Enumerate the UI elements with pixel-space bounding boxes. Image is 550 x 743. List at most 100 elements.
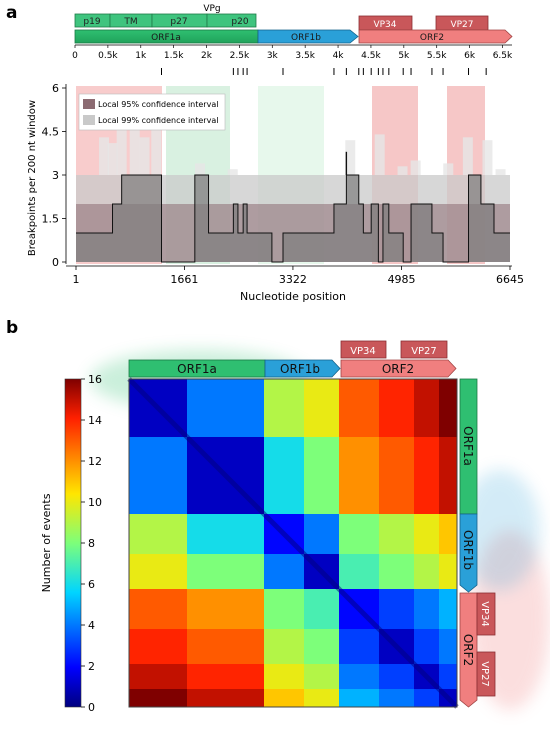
heatmap-cell [439, 589, 458, 630]
heatmap-cell [439, 664, 458, 690]
heatmap-cell [379, 664, 415, 690]
gray-spike [397, 166, 408, 175]
colorbar-label: Number of events [40, 493, 53, 592]
heatmap-cell [264, 664, 305, 690]
colorbar-tick-label: 14 [88, 414, 102, 427]
heatmap-cell [339, 554, 380, 590]
breakpoint-plot: 0 1.5 3 4.5 6 1 1661 3322 4985 6645 Nucleotide p… [27, 82, 524, 303]
glow-blue [460, 470, 540, 590]
heatmap-cell [129, 664, 188, 690]
heatmap-cell [129, 629, 188, 665]
hm-right-orf2-label: ORF2 [461, 634, 475, 666]
heatmap-cell [304, 664, 340, 690]
heatmap-cell [339, 514, 380, 555]
heatmap-cell [187, 554, 265, 590]
x-ticks: 1 1661 3322 4985 6645 [73, 266, 524, 286]
heatmap-cell [379, 379, 415, 438]
vp34-box-label: VP34 [373, 20, 396, 30]
y-tick-label: 4.5 [42, 126, 60, 139]
heatmap-cell [439, 554, 458, 590]
colorbar-tick-label: 12 [88, 455, 102, 468]
genome-scale-tick-label: 1.5k [164, 51, 184, 61]
heatmap-cell [414, 589, 440, 630]
y-ticks: 0 1.5 3 4.5 6 [42, 82, 66, 269]
vp27-box: VP27 [435, 15, 489, 31]
heatmap-cell [304, 629, 340, 665]
hm-top-orf1b-label: ORF1b [280, 362, 320, 376]
heatmap-matrix [127, 377, 459, 709]
heatmap-cell [129, 554, 188, 590]
y-tick-label: 6 [52, 82, 59, 95]
subprotein-p27-label: p27 [170, 17, 187, 27]
colorbar-ticks: 0 2 4 6 8 10 12 14 16 [81, 373, 102, 714]
heatmap-cell [439, 629, 458, 665]
heatmap-cell [439, 379, 458, 438]
genome-scale-tick-label: 2k [201, 51, 213, 61]
heatmap-cell [379, 589, 415, 630]
gray-spike [195, 163, 206, 175]
hm-top-vp27-label: VP27 [411, 346, 437, 357]
gray-spike [443, 163, 454, 175]
genome-scale-ticks: 0 0.5k 1k 1.5k 2k 2.5k 3k 3.5k 4k 4.5k 5k 5.5k 6k 6.5… [72, 45, 513, 61]
breakpoint-trace-fill [76, 175, 510, 262]
hm-right-orf1a: ORF1a [459, 378, 478, 515]
colorbar-tick-label: 16 [88, 373, 102, 386]
heatmap-cell [339, 629, 380, 665]
orf2-arrow-label: ORF2 [420, 33, 444, 43]
heatmap-cell [439, 437, 458, 515]
genome-scale-tick-label: 5k [398, 51, 410, 61]
colorbar-tick-label: 6 [88, 578, 95, 591]
vp34-box: VP34 [358, 15, 413, 31]
heatmap-cell [414, 379, 440, 438]
y-tick-label: 1.5 [42, 213, 60, 226]
genome-scale-tick-label: 6.5k [493, 51, 513, 61]
gray-spike [374, 134, 385, 175]
subprotein-p20-label: p20 [231, 17, 248, 27]
orf1a-arrow-label: ORF1a [151, 33, 181, 43]
gray-spike [99, 137, 110, 175]
hm-top-orf1a: ORF1a [128, 359, 266, 378]
y-axis-label: Breakpoints per 200 nt window [27, 100, 38, 256]
colorbar-tick-label: 8 [88, 537, 95, 550]
heatmap-cell [304, 514, 340, 555]
colorbar-tick-label: 2 [88, 660, 95, 673]
heatmap-cell [414, 689, 440, 708]
x-tick-label: 4985 [388, 273, 416, 286]
hm-top-vp34-label: VP34 [350, 346, 376, 357]
gray-spike [107, 143, 118, 175]
heatmap-cell [304, 379, 340, 438]
genome-scale-tick-label: 1k [135, 51, 147, 61]
heatmap-cell [187, 379, 265, 438]
heatmap-cell [439, 514, 458, 555]
legend-label-ci99: Local 99% confidence interval [98, 116, 218, 125]
genome-scale-tick-label: 4.5k [361, 51, 381, 61]
panel-label-a: a [6, 3, 17, 23]
hm-top-orf2-label: ORF2 [382, 362, 414, 376]
colorbar-tick-label: 10 [88, 496, 102, 509]
genome-scale-tick-label: 0 [72, 51, 78, 61]
hm-top-vp27: VP27 [400, 340, 448, 359]
heatmap-cell [264, 589, 305, 630]
hm-right-vp34: VP34 [476, 592, 496, 636]
heatmap-cell [414, 554, 440, 590]
gray-spike [410, 160, 421, 175]
colorbar-ramp [64, 378, 82, 708]
heatmap-cell [129, 514, 188, 555]
heatmap-cell [264, 437, 305, 515]
heatmap-cell [339, 689, 380, 708]
hm-top-orf2: ORF2 [340, 359, 457, 378]
hm-right-vp27-label: VP27 [479, 661, 490, 687]
vpg-label: VPg [203, 4, 220, 14]
heatmap-cell [129, 589, 188, 630]
y-tick-label: 0 [52, 256, 59, 269]
heatmap-cell [129, 437, 188, 515]
subprotein-p19: p19 [74, 13, 111, 28]
heatmap-cell [379, 554, 415, 590]
hm-right-orf1b: ORF1b [459, 513, 478, 593]
heatmap-cell [339, 437, 380, 515]
panel-label-b: b [6, 318, 18, 338]
heatmap-cell [187, 689, 265, 708]
hm-right-orf1b-label: ORF1b [461, 530, 475, 570]
y-tick-label: 3 [52, 169, 59, 182]
